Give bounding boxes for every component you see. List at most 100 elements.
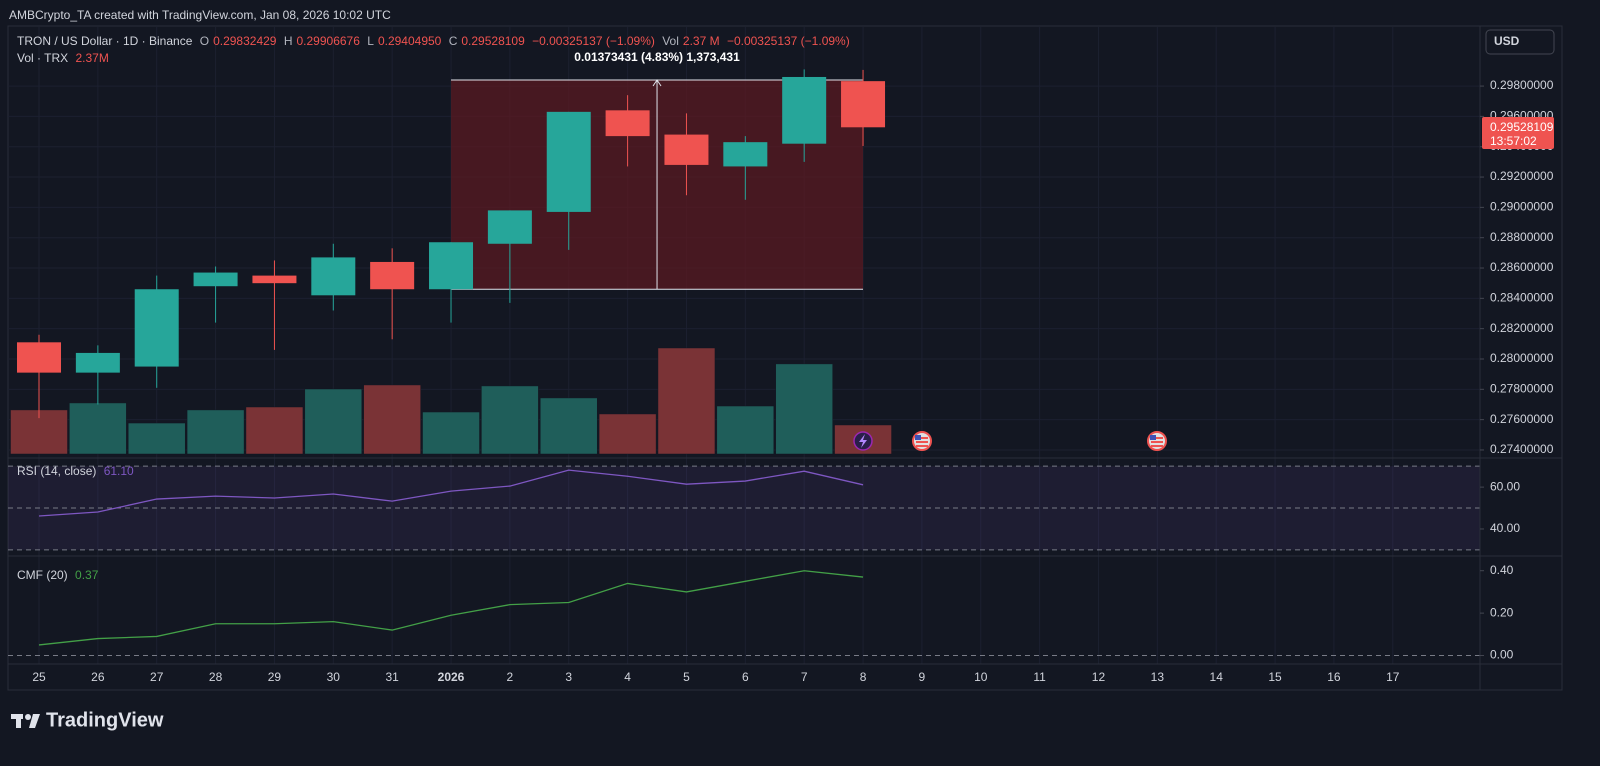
candle-body [134,289,179,367]
y-tick-label: 60.00 [1490,479,1520,493]
rsi-legend: RSI (14, close) 61.10 [17,464,138,478]
measure-arrowhead [652,79,662,87]
y-tick-label: 0.27600000 [1490,412,1554,426]
y-tick-label: 0.28000000 [1490,351,1554,365]
volume-bar [539,397,598,455]
y-tick-label: 0.20 [1490,605,1514,619]
x-tick-label: 27 [150,670,164,684]
y-tick-label: 0.00 [1490,648,1514,662]
candle-body [664,134,709,165]
event-icon [853,431,873,451]
candle-body [193,272,238,287]
cmf-value: 0.37 [75,568,99,582]
volume-bar [304,388,363,455]
volume-bar [186,409,245,455]
legend-value: 0.29832429 [213,34,277,48]
volume-bar [127,422,186,455]
candle-body [75,352,120,373]
indicator-line [38,469,864,517]
x-tick-label: 31 [385,670,399,684]
indicator-line [38,570,864,646]
x-tick-label: 29 [268,670,282,684]
x-tick-label: 3 [565,670,572,684]
y-tick-label: 0.29200000 [1490,169,1554,183]
y-tick-label: 0.40 [1490,563,1514,577]
x-tick-label: 2026 [438,670,465,684]
volume-bar [245,406,304,455]
x-tick-label: 2 [507,670,514,684]
legend-key: Vol [662,34,679,48]
candle-body [17,342,61,373]
candle-body [429,242,474,290]
y-tick-label: 0.28600000 [1490,260,1554,274]
candle-body [311,257,356,296]
x-tick-label: 7 [801,670,808,684]
x-tick-label: 10 [974,670,988,684]
x-tick-label: 14 [1210,670,1224,684]
x-tick-label: 17 [1386,670,1400,684]
legend-value: 2.37 M [682,34,720,48]
x-tick-label: 30 [327,670,341,684]
volume-bar [363,384,421,455]
candle-body [546,111,591,212]
cmf-title: CMF (20) [17,568,68,582]
legend-key: C [448,34,458,48]
legend-change: −0.00325137 (−1.09%) [726,34,850,48]
currency-button[interactable] [1485,29,1555,55]
volume-bar [775,363,833,455]
volume-bar [657,347,716,455]
price-label: 0.29528109 [1490,120,1554,134]
candle-body [370,261,415,290]
legend-key: O [199,34,210,48]
y-tick-label: 0.27800000 [1490,381,1554,395]
price-label-box [1482,117,1554,149]
volume-bar [69,402,127,455]
x-tick-label: 8 [860,670,867,684]
legend-value: 0.29906676 [296,34,360,48]
y-tick-label: 0.28200000 [1490,321,1554,335]
x-tick-label: 5 [683,670,690,684]
candle-body [252,275,297,284]
x-tick-label: 26 [91,670,105,684]
candle-body [487,210,532,244]
y-tick-label: 0.29800000 [1490,78,1554,92]
y-tick-label: 0.27400000 [1490,442,1554,456]
x-tick-label: 6 [742,670,749,684]
symbol: TRON / US Dollar · 1D · Binance [17,34,193,48]
rsi-title: RSI (14, close) [17,464,97,478]
legend-value: 0.29528109 [461,34,525,48]
candle-body [723,142,768,167]
x-tick-label: 16 [1327,670,1341,684]
rsi-value: 61.10 [103,464,134,478]
x-tick-label: 13 [1151,670,1165,684]
marks [17,69,886,646]
volume-value: 2.37M [75,51,109,65]
x-tick-label: 9 [919,670,926,684]
logo-text: TradingView [46,709,164,731]
legend-key: L [367,34,374,48]
y-tick-label: 0.28800000 [1490,230,1554,244]
candle-body [605,110,650,137]
event-icon [912,431,932,451]
legend: TRON / US Dollar · 1D · Binance O 0.29832… [17,34,854,48]
cmf-legend: CMF (20) 0.37 [17,568,102,582]
countdown: 13:57:02 [1490,134,1537,148]
volume-title: Vol · TRX [17,51,69,65]
x-tick-label: 28 [209,670,223,684]
currency-label[interactable]: USD [1494,34,1520,48]
y-tick-label: 40.00 [1490,521,1520,535]
legend-key: H [283,34,293,48]
volume-bar [598,413,657,455]
volume-bar [716,405,775,455]
candle-body [841,81,886,128]
y-tick-label: 0.29000000 [1490,200,1554,214]
attribution: AMBCrypto_TA created with TradingView.co… [9,8,391,22]
y-tick-label: 0.28400000 [1490,291,1554,305]
x-tick-label: 15 [1268,670,1282,684]
candle-body [782,76,827,144]
legend-change: −0.00325137 (−1.09%) [532,34,655,48]
event-icon [1147,431,1167,451]
volume-bar [481,385,539,455]
